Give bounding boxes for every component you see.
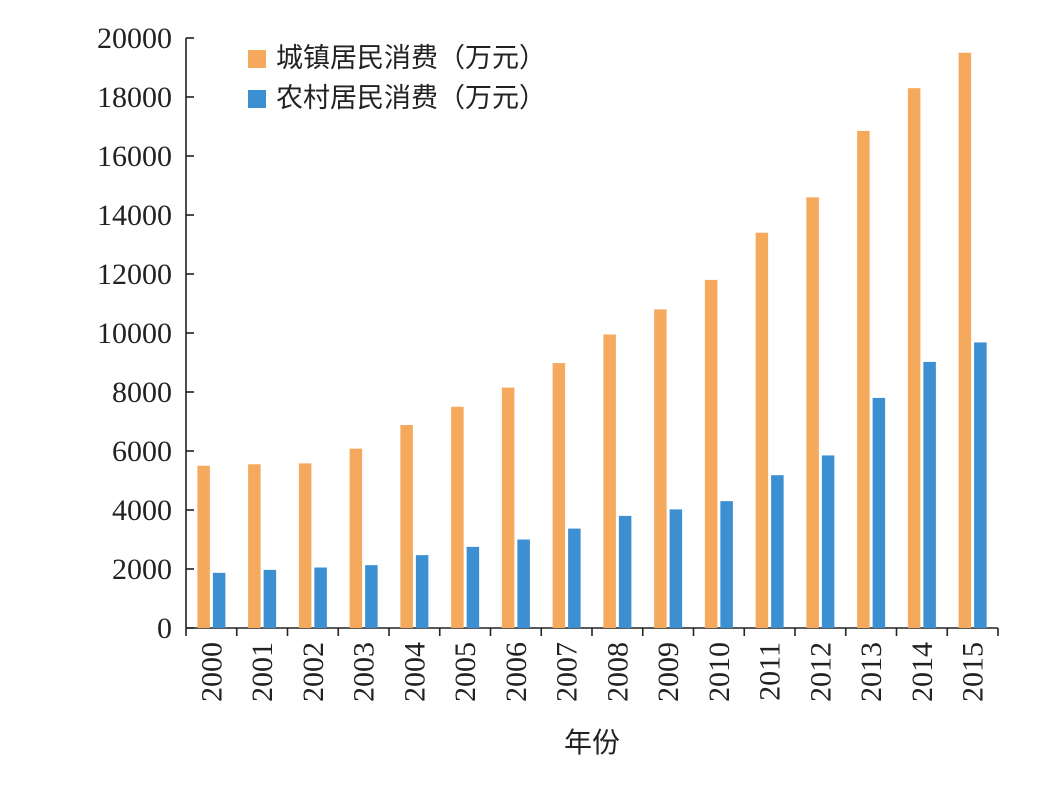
x-tick-label: 2009 xyxy=(652,642,685,702)
bar-urban-2007 xyxy=(552,363,566,628)
x-tick-label: 2010 xyxy=(703,642,736,702)
x-tick-label: 2006 xyxy=(500,642,533,702)
bar-rural-2000 xyxy=(212,572,226,628)
x-tick-label: 2002 xyxy=(297,642,330,702)
y-tick-label: 20000 xyxy=(97,22,172,55)
x-tick-label: 2004 xyxy=(398,642,431,702)
x-tick-label: 2000 xyxy=(195,642,228,702)
legend-swatch xyxy=(248,50,266,68)
bar-rural-2003 xyxy=(365,565,378,628)
y-tick-label: 18000 xyxy=(97,81,172,114)
legend: 城镇居民消费（万元） 农村居民消费（万元） xyxy=(248,43,546,114)
bar-urban-2011 xyxy=(755,232,769,628)
y-tick-label: 14000 xyxy=(97,199,172,232)
y-tick-label: 16000 xyxy=(97,140,172,173)
bar-urban-2009 xyxy=(654,309,667,628)
x-tick-label: 2001 xyxy=(246,642,279,702)
bar-urban-2008 xyxy=(603,334,616,628)
legend-label: 农村居民消费（万元） xyxy=(276,83,546,114)
y-tick-label: 6000 xyxy=(112,435,172,468)
bar-urban-2013 xyxy=(857,130,870,629)
bar-rural-2007 xyxy=(568,528,581,628)
bar-urban-2010 xyxy=(704,279,718,628)
x-axis-title: 年份 xyxy=(564,726,620,759)
x-tick-label: 2007 xyxy=(551,642,584,702)
bar-urban-2003 xyxy=(349,448,363,628)
legend-label: 城镇居民消费（万元） xyxy=(276,43,546,74)
bar-urban-2004 xyxy=(400,425,413,628)
bars-group xyxy=(197,52,987,629)
bar-urban-2006 xyxy=(501,387,515,628)
bar-rural-2001 xyxy=(263,569,277,628)
x-tick-label: 2015 xyxy=(957,642,990,702)
bar-rural-2015 xyxy=(974,342,987,628)
bar-rural-2012 xyxy=(821,455,835,628)
legend-swatch xyxy=(248,90,266,108)
x-tick-label: 2003 xyxy=(348,642,381,702)
y-tick-label: 12000 xyxy=(97,258,172,291)
bar-urban-2002 xyxy=(298,463,312,628)
bar-urban-2015 xyxy=(958,52,972,628)
x-tick-label: 2008 xyxy=(601,642,634,702)
bar-urban-2001 xyxy=(248,464,261,628)
x-tick-label: 2011 xyxy=(754,642,787,701)
x-tick-label: 2012 xyxy=(804,642,837,702)
bar-urban-2014 xyxy=(907,88,921,628)
bar-rural-2014 xyxy=(923,361,936,628)
bar-rural-2011 xyxy=(771,475,784,628)
y-axis: 0 2000 4000 6000 8000 10000 12000 14000 16000 180… xyxy=(97,22,194,645)
y-tick-label: 8000 xyxy=(112,376,172,409)
y-tick-label: 10000 xyxy=(97,317,172,350)
bar-rural-2008 xyxy=(618,515,632,628)
bar-urban-2012 xyxy=(806,197,819,629)
bar-rural-2002 xyxy=(314,567,327,628)
bar-rural-2005 xyxy=(466,546,480,628)
x-tick-label: 2005 xyxy=(449,642,482,702)
bar-rural-2010 xyxy=(720,501,733,628)
x-tick-label: 2013 xyxy=(855,642,888,702)
bar-rural-2013 xyxy=(872,397,886,628)
y-tick-label: 0 xyxy=(157,612,172,645)
x-axis: 2000 2001 2002 2003 2004 2005 2006 2007 2008 2009… xyxy=(185,627,999,702)
bar-urban-2005 xyxy=(451,406,464,628)
y-tick-label: 4000 xyxy=(112,494,172,527)
bar-rural-2009 xyxy=(669,509,683,628)
bar-rural-2006 xyxy=(517,539,530,628)
x-tick-label: 2014 xyxy=(906,642,939,702)
y-tick-label: 2000 xyxy=(112,553,172,586)
bar-urban-2000 xyxy=(197,465,210,628)
bar-rural-2004 xyxy=(415,555,429,628)
